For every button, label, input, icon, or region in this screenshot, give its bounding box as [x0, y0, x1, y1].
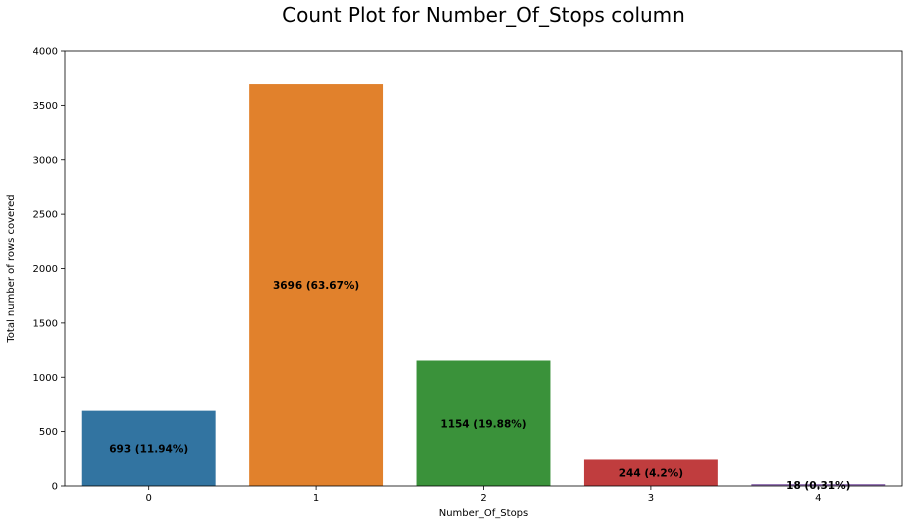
- x-axis-label: Number_Of_Stops: [439, 508, 529, 519]
- bar-3: [583, 459, 718, 486]
- x-tick-label-3: 3: [648, 493, 654, 504]
- bar-0: [81, 410, 216, 486]
- x-tick-label-1: 1: [313, 493, 319, 504]
- y-axis-ticks: 0 500 1000 1500 2000 2500 3000 3500 4000: [33, 47, 65, 493]
- y-tick-label-0: 0: [52, 482, 58, 493]
- data-label-1: 3696 (63.67%): [273, 280, 359, 292]
- data-labels: 693 (11.94%) 3696 (63.67%) 1154 (19.88%) 24…: [109, 280, 850, 492]
- y-tick-label-2000: 2000: [33, 264, 58, 275]
- y-tick-label-500: 500: [39, 427, 58, 438]
- y-tick-label-3000: 3000: [33, 155, 58, 166]
- x-tick-label-4: 4: [815, 493, 821, 504]
- x-tick-label-2: 2: [480, 493, 486, 504]
- bar-1: [249, 84, 384, 486]
- data-label-3: 244 (4.2%): [619, 468, 683, 480]
- x-axis-ticks: 0 1 2 3 4: [146, 486, 821, 504]
- x-tick-label-0: 0: [146, 493, 152, 504]
- bar-4: [751, 484, 886, 486]
- y-tick-label-3500: 3500: [33, 101, 58, 112]
- y-tick-label-4000: 4000: [33, 47, 58, 58]
- bar-2: [416, 360, 551, 486]
- y-tick-label-2500: 2500: [33, 210, 58, 221]
- bars: [81, 84, 886, 486]
- y-tick-label-1000: 1000: [33, 373, 58, 384]
- chart-title: Count Plot for Number_Of_Stops column: [282, 3, 685, 27]
- y-axis-label: Total number of rows covered: [6, 194, 17, 343]
- data-label-0: 693 (11.94%): [109, 443, 188, 455]
- y-tick-label-1500: 1500: [33, 318, 58, 329]
- data-label-2: 1154 (19.88%): [440, 418, 526, 430]
